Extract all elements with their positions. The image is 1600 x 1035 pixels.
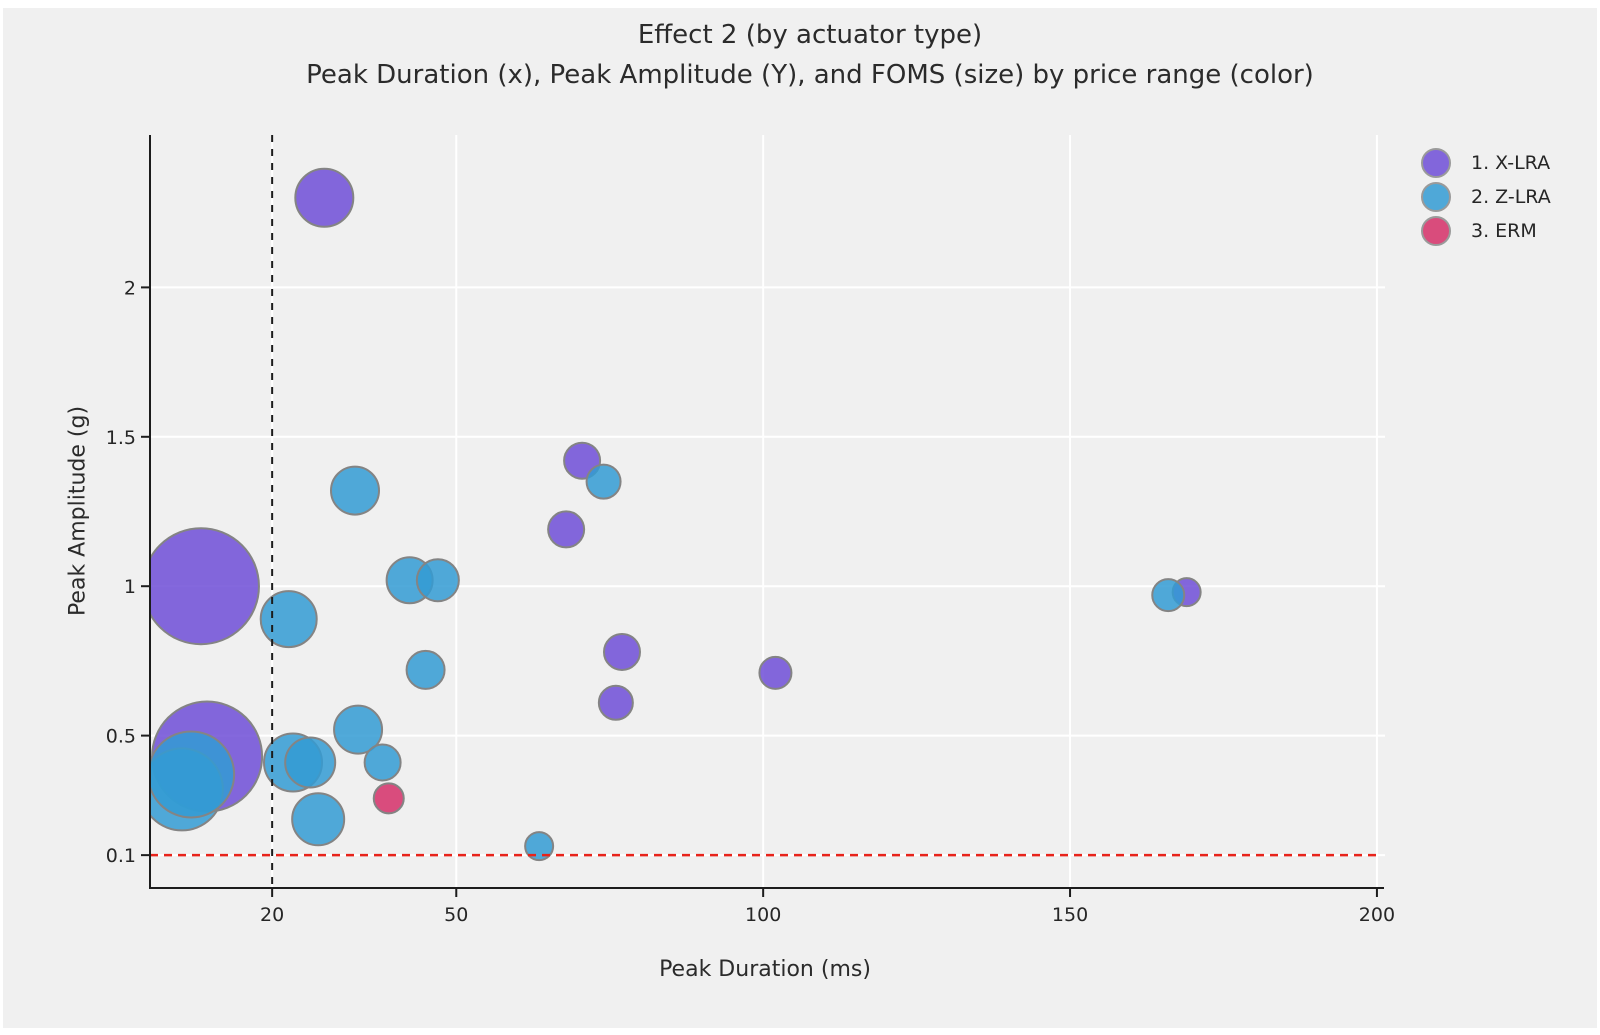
chart-subtitle: Peak Duration (x), Peak Amplitude (Y), a… bbox=[306, 60, 1314, 90]
legend-label: 2. Z-LRA bbox=[1471, 186, 1551, 208]
y-tick-label: 1.5 bbox=[106, 427, 136, 449]
bubble-layer bbox=[150, 167, 1202, 862]
y-axis-label: Peak Amplitude (g) bbox=[65, 405, 91, 617]
legend-label: 3. ERM bbox=[1471, 220, 1537, 242]
chart-title: Effect 2 (by actuator type) bbox=[637, 20, 983, 50]
legend-swatch-icon bbox=[1421, 182, 1451, 212]
y-tick-label: 0.5 bbox=[106, 726, 136, 748]
x-axis-label: Peak Duration (ms) bbox=[659, 957, 871, 982]
bubble-xlra bbox=[150, 527, 260, 646]
x-tick-label: 200 bbox=[1359, 904, 1395, 926]
bubble-zlra bbox=[585, 463, 622, 500]
legend-item: 3. ERM bbox=[1421, 216, 1551, 246]
bubble-xlra bbox=[758, 655, 793, 690]
bubble-zlra bbox=[415, 558, 460, 603]
x-tick-label: 100 bbox=[745, 904, 781, 926]
bubble-zlra bbox=[150, 730, 236, 819]
bubble-zlra bbox=[259, 590, 318, 649]
y-tick-label: 0.1 bbox=[106, 845, 136, 867]
bubble-zlra bbox=[405, 649, 446, 690]
legend-item: 2. Z-LRA bbox=[1421, 182, 1551, 212]
bubble-xlra bbox=[602, 632, 641, 671]
y-tick-label: 1 bbox=[124, 576, 136, 598]
bubble-erm bbox=[372, 782, 405, 815]
bubble-zlra bbox=[330, 465, 380, 516]
legend-item: 1. X-LRA bbox=[1421, 148, 1551, 178]
legend: 1. X-LRA 2. Z-LRA 3. ERM bbox=[1421, 148, 1551, 246]
y-tick-label: 2 bbox=[124, 277, 136, 299]
x-tick-label: 150 bbox=[1052, 904, 1088, 926]
x-tick-label: 20 bbox=[260, 904, 284, 926]
bubble-xlra bbox=[294, 167, 355, 228]
bubble-zlra bbox=[291, 792, 346, 847]
legend-label: 1. X-LRA bbox=[1471, 152, 1551, 174]
bubble-zlra bbox=[284, 736, 337, 789]
bubble-xlra bbox=[547, 510, 586, 549]
bubble-xlra bbox=[597, 684, 634, 721]
bubble-zlra bbox=[524, 831, 555, 862]
x-tick-label: 50 bbox=[444, 904, 468, 926]
figure-background bbox=[3, 8, 1597, 1028]
bubble-zlra bbox=[363, 743, 402, 782]
legend-swatch-icon bbox=[1421, 216, 1451, 246]
bubble-zlra bbox=[1151, 578, 1186, 613]
bubble-zlra bbox=[333, 704, 384, 755]
legend-swatch-icon bbox=[1421, 148, 1451, 178]
